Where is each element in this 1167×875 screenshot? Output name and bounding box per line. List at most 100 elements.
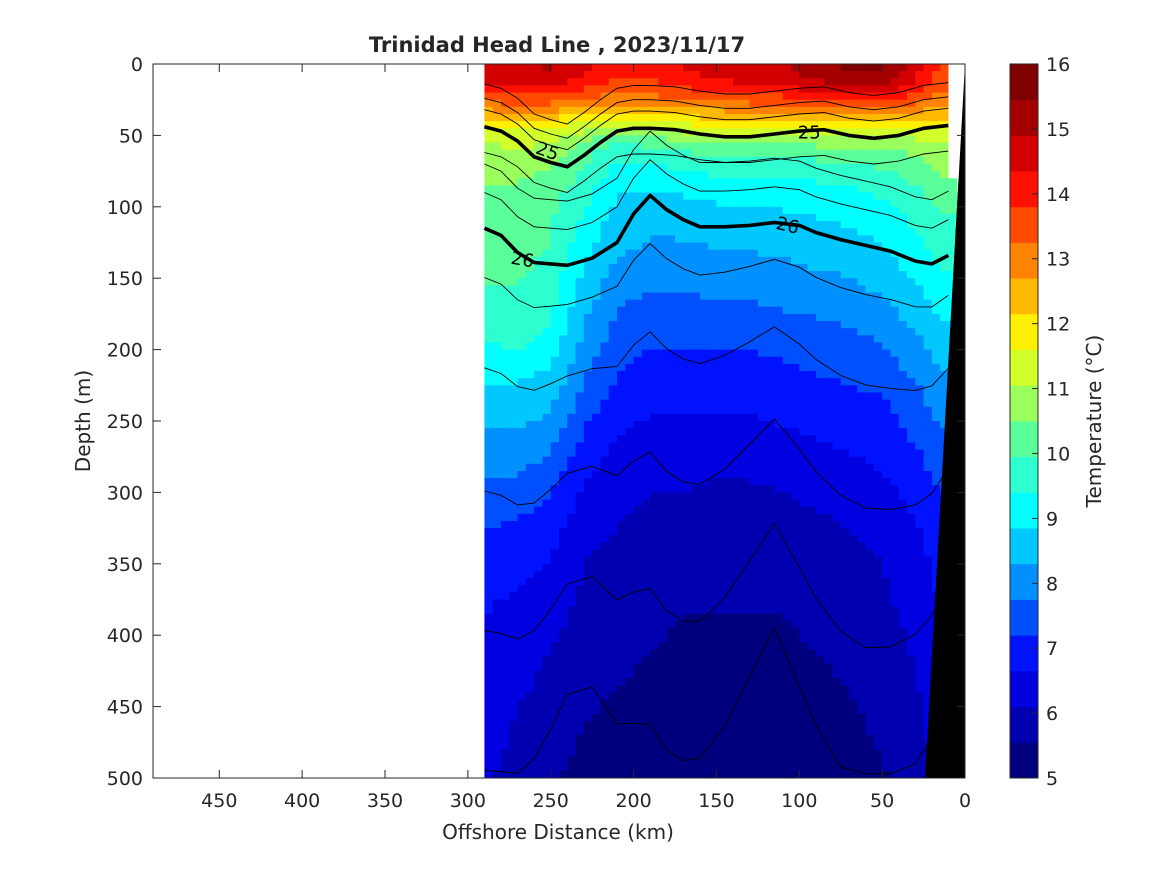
temperature-cell <box>567 221 577 229</box>
temperature-cell <box>733 592 742 601</box>
temperature-cell <box>683 706 693 715</box>
temperature-cell <box>799 478 809 486</box>
temperature-cell <box>724 642 734 651</box>
temperature-cell <box>666 542 676 551</box>
temperature-cell <box>666 363 676 372</box>
temperature-cell <box>749 770 759 778</box>
temperature-cell <box>708 763 718 772</box>
temperature-cell <box>567 685 577 693</box>
temperature-cell <box>708 363 718 372</box>
temperature-cell <box>807 385 817 394</box>
temperature-cell <box>757 463 767 472</box>
temperature-cell <box>749 406 759 415</box>
temperature-cell <box>650 285 660 294</box>
temperature-cell <box>641 606 651 615</box>
temperature-cell <box>517 106 527 115</box>
temperature-cell <box>484 406 494 415</box>
temperature-cell <box>840 306 850 315</box>
temperature-cell <box>873 213 883 222</box>
temperature-cell <box>766 235 776 244</box>
temperature-cell <box>650 128 660 136</box>
temperature-cell <box>749 121 759 129</box>
temperature-cell <box>542 285 552 294</box>
temperature-cell <box>708 649 718 658</box>
temperature-cell <box>807 371 817 379</box>
temperature-cell <box>733 128 742 136</box>
temperature-cell <box>873 528 883 536</box>
temperature-cell <box>509 228 519 236</box>
temperature-cell <box>782 121 792 129</box>
temperature-cell <box>840 185 850 194</box>
temperature-cell <box>699 535 709 543</box>
temperature-cell <box>509 163 519 172</box>
temperature-cell <box>675 449 684 458</box>
temperature-cell <box>525 599 535 608</box>
temperature-cell <box>675 506 684 515</box>
temperature-cell <box>799 342 809 351</box>
temperature-cell <box>683 156 693 165</box>
temperature-cell <box>658 542 668 551</box>
temperature-cell <box>840 313 850 322</box>
temperature-cell <box>716 263 726 272</box>
temperature-cell <box>550 421 560 429</box>
temperature-cell <box>650 763 660 772</box>
temperature-cell <box>699 342 709 351</box>
temperature-cell <box>666 699 676 708</box>
temperature-cell <box>757 649 767 658</box>
temperature-cell <box>832 592 842 601</box>
temperature-cell <box>575 492 585 501</box>
temperature-cell <box>484 328 494 336</box>
temperature-cell <box>559 478 568 486</box>
temperature-cell <box>757 413 767 422</box>
temperature-cell <box>542 635 552 643</box>
temperature-cell <box>559 299 568 308</box>
temperature-cell <box>658 263 668 272</box>
temperature-cell <box>600 306 610 315</box>
temperature-cell <box>592 171 602 179</box>
temperature-cell <box>534 149 544 158</box>
temperature-cell <box>774 749 784 758</box>
temperature-cell <box>815 720 825 729</box>
temperature-cell <box>873 735 883 743</box>
temperature-cell <box>699 499 709 508</box>
temperature-cell <box>699 563 709 572</box>
temperature-cell <box>633 399 643 408</box>
temperature-cell <box>724 321 734 329</box>
temperature-cell <box>641 135 651 144</box>
temperature-cell <box>542 278 552 286</box>
temperature-cell <box>840 106 850 115</box>
temperature-cell <box>749 235 759 244</box>
temperature-cell <box>733 763 742 772</box>
temperature-cell <box>782 349 792 358</box>
temperature-cell <box>592 563 602 572</box>
temperature-cell <box>691 385 701 394</box>
temperature-cell <box>699 221 709 229</box>
temperature-cell <box>824 606 834 615</box>
temperature-cell <box>633 292 643 301</box>
temperature-cell <box>691 392 701 401</box>
temperature-cell <box>708 263 718 272</box>
temperature-cell <box>724 756 734 765</box>
temperature-cell <box>733 135 742 144</box>
temperature-cell <box>501 735 510 743</box>
temperature-cell <box>575 442 585 451</box>
temperature-cell <box>600 199 610 208</box>
temperature-cell <box>633 378 643 386</box>
temperature-cell <box>675 563 684 572</box>
temperature-cell <box>873 163 883 172</box>
temperature-cell <box>608 549 618 558</box>
temperature-cell <box>617 263 626 272</box>
temperature-cell <box>815 121 825 129</box>
temperature-cell <box>650 613 660 622</box>
temperature-cell <box>849 371 858 379</box>
temperature-cell <box>699 670 709 679</box>
temperature-cell <box>666 235 676 244</box>
temperature-cell <box>675 235 684 244</box>
temperature-cell <box>815 685 825 693</box>
temperature-cell <box>716 620 726 629</box>
temperature-cell <box>890 156 900 165</box>
temperature-cell <box>517 356 527 365</box>
temperature-cell <box>882 728 892 736</box>
temperature-cell <box>716 206 726 215</box>
temperature-cell <box>683 271 693 279</box>
